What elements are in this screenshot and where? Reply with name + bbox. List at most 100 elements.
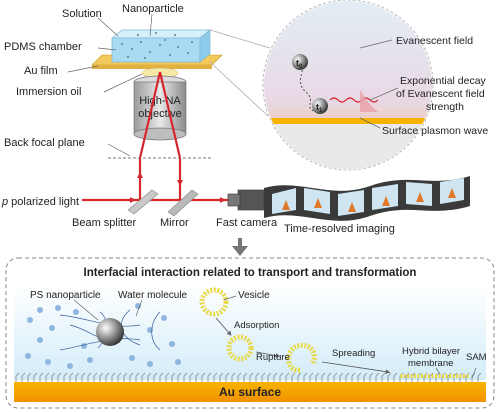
immersion-oil-label: Immersion oil [16, 86, 81, 98]
au-film-edge [92, 65, 212, 69]
sam-molecule [207, 372, 212, 382]
spreading-label: Spreading [332, 348, 375, 359]
sam-molecule [141, 372, 146, 382]
vesicle-adsorbed [226, 334, 254, 362]
sam-molecule [381, 372, 386, 382]
water-molecule [55, 305, 61, 311]
sam-molecule [363, 372, 368, 382]
sam-molecule [99, 372, 104, 382]
sam-molecule [45, 372, 50, 382]
sam-molecule [327, 372, 332, 382]
sam-molecule [339, 372, 344, 382]
sam-molecule [159, 372, 164, 382]
sam-molecule [57, 372, 62, 382]
fast-camera-label: Fast camera [216, 217, 278, 229]
rupture-label: Rupture [256, 352, 290, 363]
sam-molecule [201, 372, 206, 382]
sam-molecule [63, 372, 68, 382]
water-molecule [129, 355, 135, 361]
panel-title: Interfacial interaction related to trans… [84, 267, 417, 279]
pdms-chamber [111, 29, 211, 63]
panel-water-region [14, 284, 486, 380]
particle-t1 [312, 98, 328, 114]
sam-molecule [21, 372, 26, 382]
water-molecule [169, 341, 175, 347]
objective-label-line2: objective [138, 108, 181, 120]
au-film-label: Au film [24, 65, 58, 77]
particle-t0 [292, 54, 308, 70]
sam-molecule [165, 372, 170, 382]
water-molecule [147, 361, 153, 367]
exp-decay-line1: Exponential decay [400, 75, 487, 87]
mirror-label: Mirror [160, 217, 189, 229]
water-molecule [161, 315, 167, 321]
sam-molecule [195, 372, 200, 382]
sam-molecule [249, 372, 254, 382]
panel-leader-lines [73, 295, 477, 379]
sam-molecule [357, 372, 362, 382]
sam-molecule [153, 372, 158, 382]
sam-molecule [267, 372, 272, 382]
sam-molecule [303, 372, 308, 382]
water-molecule [45, 359, 51, 365]
water-molecule [81, 343, 87, 349]
time-resolved-label: Time-resolved imaging [284, 223, 395, 235]
sam-molecule [33, 372, 38, 382]
sam-molecule [183, 372, 188, 382]
sam-molecule [111, 372, 116, 382]
sam-molecule [315, 372, 320, 382]
solution-label: Solution [62, 8, 102, 20]
sam-molecule [243, 372, 248, 382]
sam-molecule [123, 372, 128, 382]
sam-molecule [237, 372, 242, 382]
nanoparticle-dots [121, 32, 193, 59]
sam-molecule [81, 372, 86, 382]
sam-molecule [345, 372, 350, 382]
objective-label-line1: High-NA [139, 95, 181, 107]
t0-label: t0 [296, 58, 303, 70]
water-molecule [37, 337, 43, 343]
exp-decay-line3: strength [426, 101, 464, 113]
sam-molecule [321, 372, 326, 382]
sam-molecule [297, 372, 302, 382]
sam-molecule [135, 372, 140, 382]
water-molecule [25, 353, 31, 359]
sam-molecule [171, 372, 176, 382]
water-molecule [67, 363, 73, 369]
t1-label: t1 [316, 102, 323, 114]
water-molecule [49, 325, 55, 331]
sam-molecule [177, 372, 182, 382]
au-surface-label: Au surface [219, 385, 281, 399]
adsorption-label: Adsorption [234, 320, 279, 331]
sam-molecule [117, 372, 122, 382]
fast-camera-icon [227, 189, 265, 211]
vesicle-label: Vesicle [238, 290, 270, 301]
water-molecule [37, 307, 43, 313]
sam-molecule [39, 372, 44, 382]
sam-molecule [219, 372, 224, 382]
setup-leader-lines [67, 13, 153, 157]
beam-splitter-shape [127, 189, 159, 215]
sam-molecule [75, 372, 80, 382]
au-surface-bar [14, 382, 486, 402]
sam-molecule [87, 372, 92, 382]
ps-nanoparticle [96, 318, 124, 346]
mirror-shape [167, 189, 199, 217]
zoom-connector-top [209, 29, 271, 49]
sam-molecule [285, 372, 290, 382]
sam-molecule [105, 372, 110, 382]
sam-molecule [255, 372, 260, 382]
sam-molecule [231, 372, 236, 382]
sam-label: SAM [466, 352, 487, 363]
sam-molecule [69, 372, 74, 382]
water-molecule [87, 357, 93, 363]
sam-molecule [51, 372, 56, 382]
sam-molecule [129, 372, 134, 382]
sam-molecule [225, 372, 230, 382]
sam-molecule [471, 372, 476, 382]
back-focal-plane-label: Back focal plane [4, 137, 85, 149]
laser-beam-paths [82, 71, 235, 202]
sam-molecule [273, 372, 278, 382]
sam-molecule [477, 372, 482, 382]
